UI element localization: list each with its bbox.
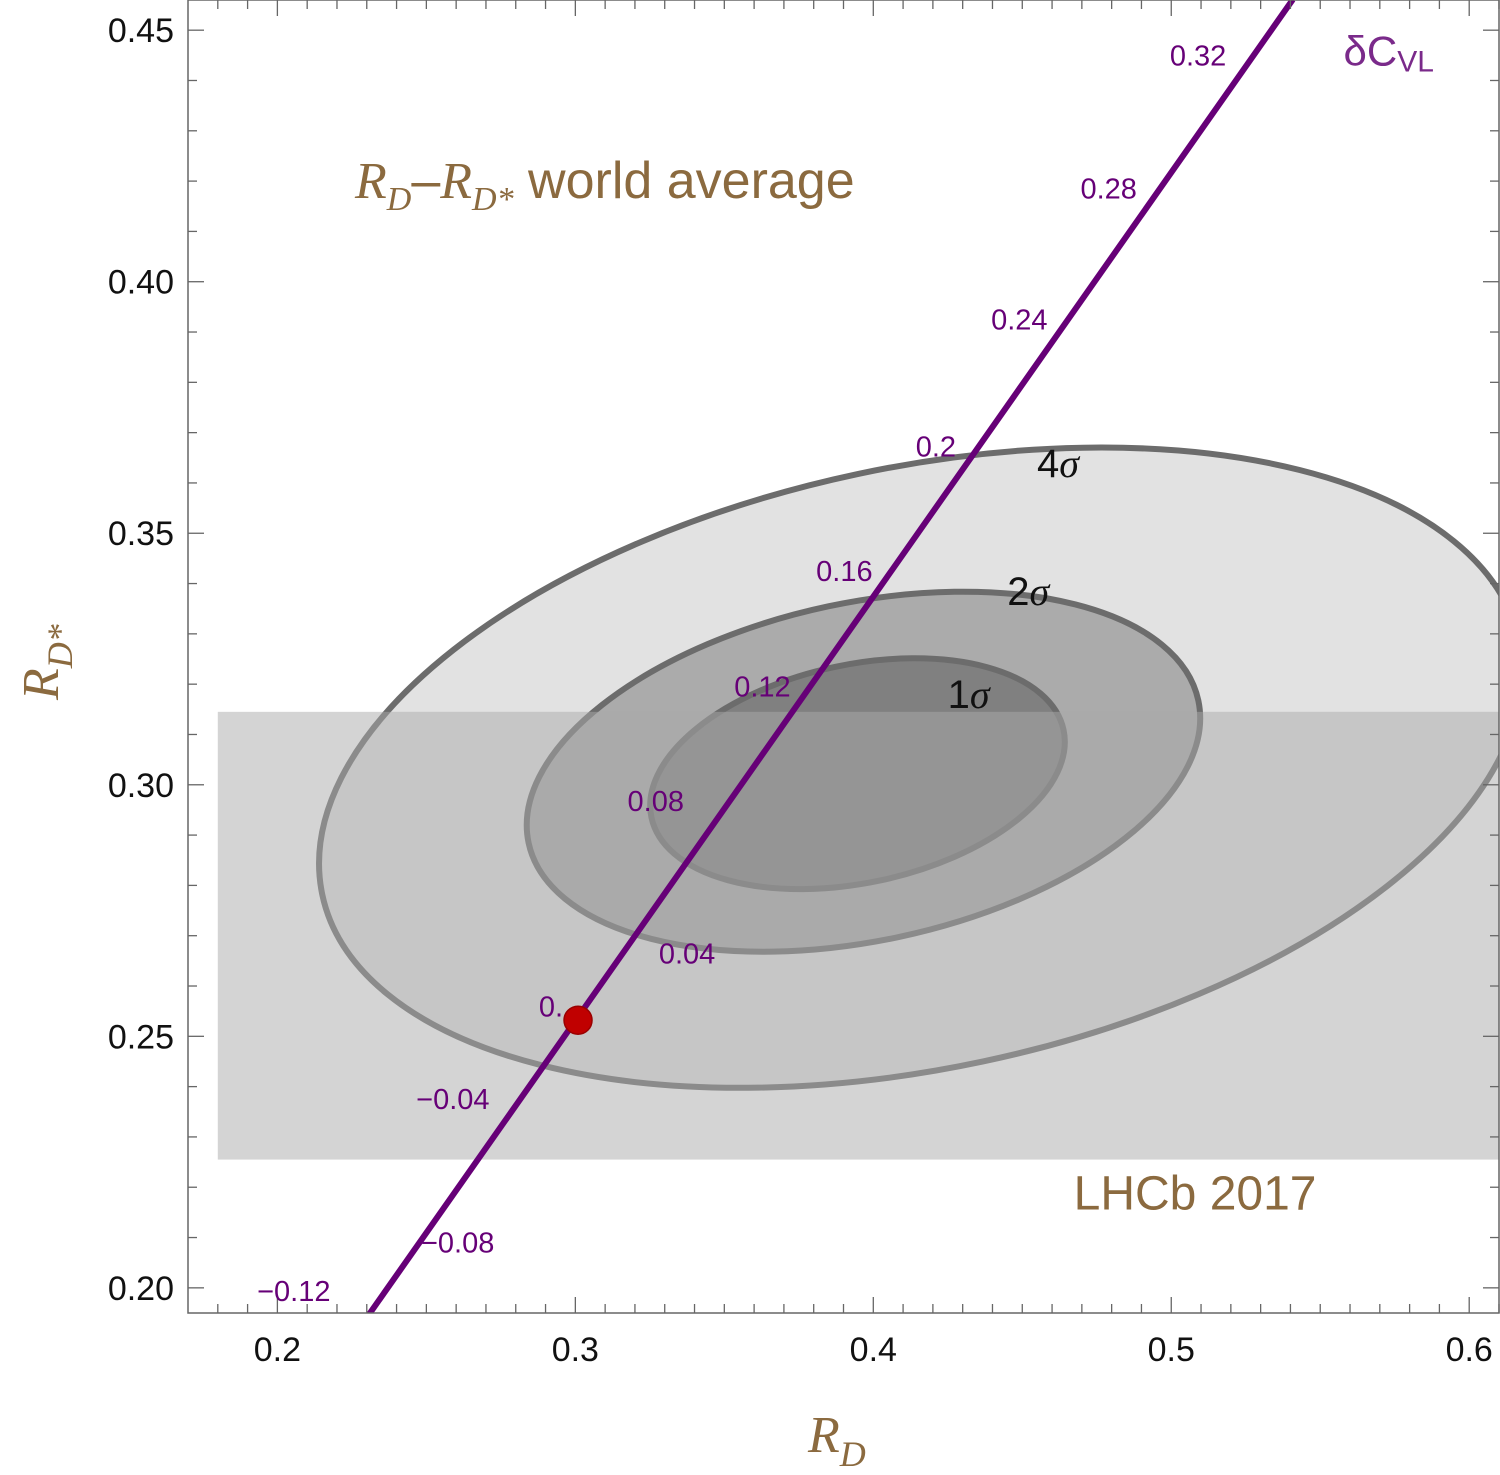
plot-area (217, 0, 1499, 1313)
dcvl-value-label: −0.04 (416, 1084, 489, 1116)
x-tick-label: 0.2 (254, 1331, 301, 1369)
annotations: −0.12 −0.08 −0.04 0. 0.04 0.08 0.12 0.16 0.2 0.24… (257, 27, 1434, 1308)
x-tick-label: 0.4 (850, 1331, 897, 1369)
dcvl-value-label: 0.16 (816, 556, 872, 588)
x-tick-label: 0.3 (552, 1331, 599, 1369)
y-tick-label: 0.40 (108, 264, 174, 302)
dcvl-value-label: 0.12 (734, 672, 790, 704)
dcvl-value-label: 0.2 (916, 432, 956, 464)
dcvl-line (366, 0, 1296, 1313)
dcvl-value-label: 0.32 (1170, 40, 1226, 72)
y-tick-label: 0.35 (108, 515, 174, 553)
sigma-label-1: 1σ (948, 672, 991, 717)
y-tick-label: 0.45 (108, 12, 174, 50)
dcvl-value-label: 0.04 (659, 938, 715, 970)
sigma-label-4: 4σ (1037, 441, 1080, 486)
y-tick-label: 0.30 (108, 767, 174, 805)
lhcb-label: LHCb 2017 (1074, 1167, 1317, 1220)
x-tick-label: 0.6 (1446, 1331, 1493, 1369)
dcvl-name: δCVL (1344, 27, 1434, 78)
dcvl-value-label: 0.08 (628, 786, 684, 818)
dcvl-value-label: 0. (539, 992, 563, 1024)
sigma-label-2: 2σ (1007, 569, 1050, 614)
dcvl-value-label: 0.24 (991, 304, 1047, 336)
dcvl-value-label: 0.28 (1080, 174, 1136, 206)
chart-title: RD–RD* world average (354, 152, 855, 218)
y-axis-title: RD* (13, 624, 80, 701)
x-axis-title: RD (807, 1407, 866, 1474)
x-tick-label: 0.5 (1148, 1331, 1195, 1369)
dcvl-value-label: −0.12 (257, 1276, 330, 1308)
axes: 0.2 0.3 0.4 0.5 0.6 0.20 0.25 0.30 0.35 0.40 0.45 (108, 0, 1500, 1369)
y-tick-label: 0.20 (108, 1270, 174, 1308)
lhcb-2017-band (217, 711, 1499, 1160)
dcvl-value-label: −0.08 (421, 1228, 494, 1260)
y-tick-label: 0.25 (108, 1018, 174, 1056)
sm-point (563, 1005, 593, 1035)
